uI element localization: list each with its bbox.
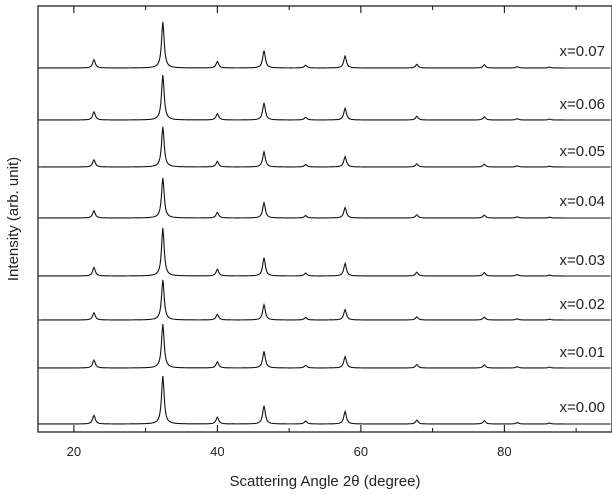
y-axis-title: Intensity (arb. unit) [5,157,22,281]
series-line-2 [39,126,611,168]
x-tick-label-2: 60 [354,444,368,459]
series-label-4: x=0.03 [560,252,605,269]
series-line-4 [39,227,611,277]
series-line-7 [39,375,611,425]
x-tick-label-3: 80 [497,444,511,459]
x-tick-label-1: 40 [210,444,224,459]
series-label-3: x=0.04 [560,193,605,210]
series-label-7: x=0.00 [560,399,605,416]
series-label-5: x=0.02 [560,296,605,313]
series-line-3 [39,177,611,219]
series-line-6 [39,323,611,369]
series-label-0: x=0.07 [560,43,605,60]
series-line-0 [39,21,611,69]
x-axis-title: Scattering Angle 2θ (degree) [230,473,421,490]
series-label-2: x=0.05 [560,143,605,160]
series-label-1: x=0.06 [560,96,605,113]
series-layer: x=0.07 x=0.06 x=0.05 x=0.04 x=0.03 x=0.02 x=0.… [39,21,611,425]
x-tick-label-0: 20 [67,444,81,459]
series-label-6: x=0.01 [560,344,605,361]
tick-layer: 20 40 60 80 [38,6,577,459]
series-line-5 [39,279,611,321]
plot-frame [37,5,612,433]
series-line-1 [39,74,611,121]
